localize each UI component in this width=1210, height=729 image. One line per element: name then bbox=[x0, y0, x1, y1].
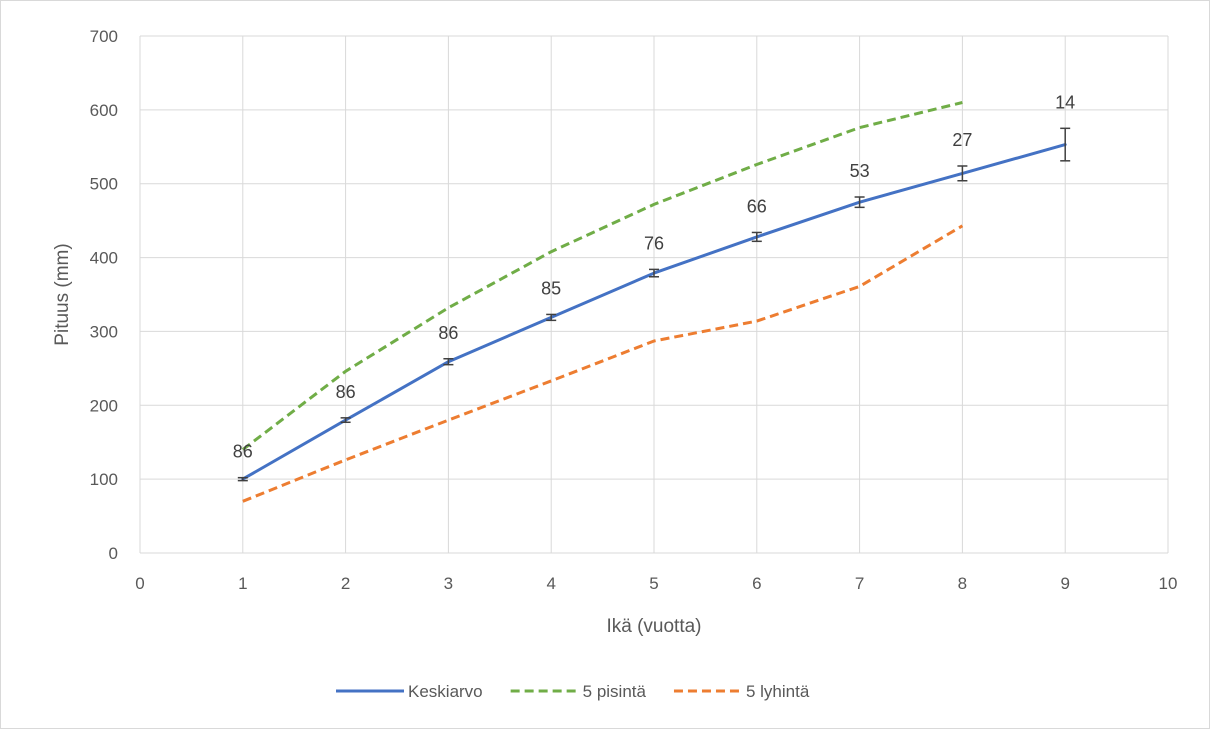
error-bar bbox=[1060, 127, 1071, 162]
x-tick-label: 10 bbox=[1159, 574, 1178, 593]
error-bar bbox=[237, 476, 248, 482]
data-label: 53 bbox=[850, 161, 870, 181]
data-labels: 86 86 86 85 76 66 53 27 14 bbox=[233, 92, 1075, 461]
tick-labels: 0 100 200 300 400 500 600 700 0 1 2 3 4 5 6 7 8 9 10 bbox=[90, 27, 1178, 593]
x-tick-label: 9 bbox=[1060, 574, 1069, 593]
error-bar bbox=[957, 165, 968, 182]
x-tick-label: 8 bbox=[958, 574, 967, 593]
y-tick-label: 300 bbox=[90, 322, 118, 341]
x-tick-label: 2 bbox=[341, 574, 350, 593]
data-label: 14 bbox=[1055, 92, 1075, 112]
series-line-5-pisint bbox=[241, 101, 963, 451]
legend-item: 5 lyhintä bbox=[673, 682, 810, 701]
data-label: 76 bbox=[644, 233, 664, 253]
y-tick-label: 700 bbox=[90, 27, 118, 46]
error-bar bbox=[443, 358, 454, 366]
x-tick-label: 4 bbox=[546, 574, 555, 593]
x-tick-label: 6 bbox=[752, 574, 761, 593]
y-tick-label: 500 bbox=[90, 175, 118, 194]
y-tick-label: 400 bbox=[90, 249, 118, 268]
data-label: 86 bbox=[233, 442, 253, 462]
error-bar bbox=[546, 313, 557, 322]
grid bbox=[139, 35, 1169, 554]
data-label: 27 bbox=[952, 130, 972, 150]
y-tick-label: 100 bbox=[90, 470, 118, 489]
error-bar bbox=[854, 196, 865, 209]
data-label: 86 bbox=[438, 323, 458, 343]
x-tick-label: 3 bbox=[444, 574, 453, 593]
series-line-5-lyhint bbox=[242, 224, 964, 503]
y-tick-label: 200 bbox=[90, 396, 118, 415]
data-label: 85 bbox=[541, 278, 561, 298]
legend-item: Keskiarvo bbox=[336, 682, 483, 701]
legend: Keskiarvo 5 pisintä 5 lyhintä bbox=[336, 682, 810, 701]
legend-label: 5 pisintä bbox=[583, 682, 647, 701]
error-bar bbox=[340, 417, 351, 424]
x-tick-label: 0 bbox=[135, 574, 144, 593]
error-bar bbox=[751, 231, 762, 243]
x-axis-title: Ikä (vuotta) bbox=[606, 616, 701, 637]
y-axis-title: Pituus (mm) bbox=[52, 243, 73, 345]
legend-label: Keskiarvo bbox=[408, 682, 483, 701]
x-tick-label: 1 bbox=[238, 574, 247, 593]
series bbox=[237, 101, 1071, 503]
legend-item: 5 pisintä bbox=[510, 682, 647, 701]
error-bar bbox=[649, 268, 659, 278]
x-tick-label: 5 bbox=[649, 574, 658, 593]
legend-label: 5 lyhintä bbox=[746, 682, 810, 701]
y-tick-label: 600 bbox=[90, 101, 118, 120]
x-tick-label: 7 bbox=[855, 574, 864, 593]
data-label: 66 bbox=[747, 196, 767, 216]
y-tick-label: 0 bbox=[109, 544, 118, 563]
data-label: 86 bbox=[336, 382, 356, 402]
